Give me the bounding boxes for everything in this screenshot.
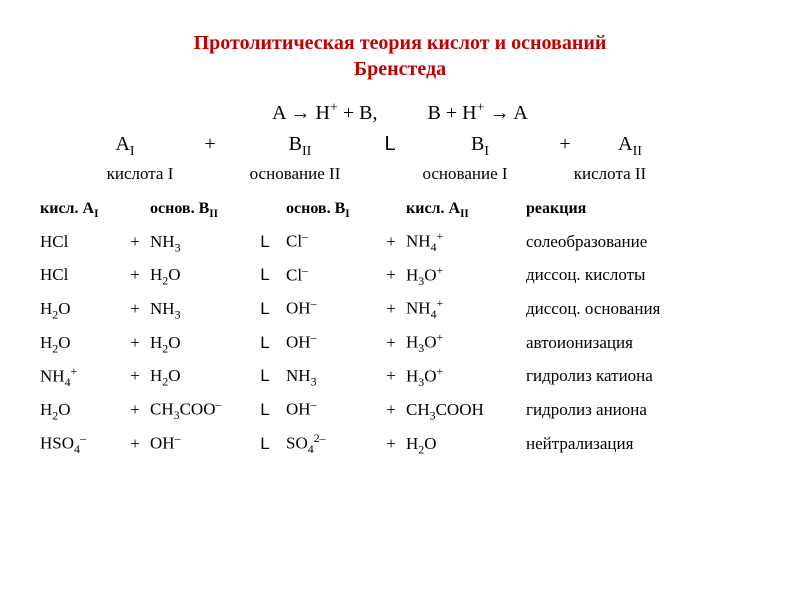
cell-plus: + [120,259,150,291]
eq-forward: A → H+ + B, [272,102,377,124]
cell-plus: + [376,327,406,359]
hdr-acid-AII: кисл. AII [406,194,516,225]
schema-AI: AI [70,133,180,160]
table-row: H2O + H2O L OH– + H3O+ автоионизация [40,326,760,360]
cell-base: H2O [150,259,250,292]
schema-BI: BI [420,133,540,160]
cell-plus: + [376,360,406,392]
cell-acid: HSO4– [40,427,120,461]
table-row: NH4+ + H2O L NH3 + H3O+ гидролиз катиона [40,360,760,394]
table-row: H2O + CH3COO– L OH– + CH3COOH гидролиз а… [40,393,760,427]
title-line-1: Протолитическая теория кислот и основани… [194,32,607,54]
cell-reaction: гидролиз аниона [516,394,760,426]
cell-conj-base: OH– [280,292,376,325]
conjugate-schema: AI + BII L BI + AII [70,133,730,160]
cell-base: H2O [150,360,250,393]
cell-conj-acid: H3O+ [406,259,516,293]
cell-conj-acid: NH4+ [406,292,516,326]
reactions-table: кисл. AI основ. BII основ. BI кисл. AII … [40,194,760,461]
schema-plus1: + [180,133,240,156]
cell-plus: + [376,394,406,426]
cell-plus: + [120,226,150,258]
cell-plus: + [376,226,406,258]
general-equations: A → H+ + B, B + H+ → A [40,100,760,125]
cell-plus: + [376,259,406,291]
label-acid1: кислота I [70,164,210,184]
cell-sep: L [250,428,280,460]
cell-sep: L [250,226,280,258]
cell-base: OH– [150,427,250,460]
hdr-acid-AI: кисл. AI [40,194,120,225]
cell-reaction: диссоц. основания [516,293,760,325]
table-row: HCl + NH3 L Cl– + NH4+ солеобразование [40,225,760,259]
cell-sep: L [250,360,280,392]
cell-sep: L [250,394,280,426]
cell-plus: + [120,394,150,426]
cell-reaction: нейтрализация [516,428,760,460]
title-line-2: Бренстеда [354,58,446,80]
cell-base: CH3COO– [150,393,250,427]
table-row: H2O + NH3 L OH– + NH4+ диссоц. основания [40,292,760,326]
cell-conj-acid: CH3COOH [406,394,516,427]
hdr-base-BI: основ. BI [280,194,376,225]
cell-acid: HCl [40,259,120,291]
cell-plus: + [376,428,406,460]
label-base2: основание II [210,164,380,184]
schema-AII: AII [590,133,670,160]
cell-sep: L [250,327,280,359]
schema-plus2: + [540,133,590,156]
cell-acid: H2O [40,293,120,326]
slide-title: Протолитическая теория кислот и основани… [40,30,760,82]
cell-plus: + [376,293,406,325]
cell-reaction: солеобразование [516,226,760,258]
cell-base: NH3 [150,293,250,326]
cell-acid: HCl [40,226,120,258]
cell-conj-acid: H3O+ [406,360,516,394]
table-header: кисл. AI основ. BII основ. BI кисл. AII … [40,194,760,225]
cell-reaction: гидролиз катиона [516,360,760,392]
cell-plus: + [120,360,150,392]
schema-sep: L [360,133,420,156]
table-row: HCl + H2O L Cl– + H3O+ диссоц. кислоты [40,259,760,293]
cell-plus: + [120,428,150,460]
label-base1: основание I [380,164,550,184]
cell-sep: L [250,259,280,291]
cell-base: NH3 [150,226,250,259]
cell-reaction: автоионизация [516,327,760,359]
cell-acid: NH4+ [40,360,120,394]
cell-conj-base: Cl– [280,225,376,258]
cell-acid: H2O [40,394,120,427]
cell-sep: L [250,293,280,325]
cell-acid: H2O [40,327,120,360]
schema-BII: BII [240,133,360,160]
hdr-base-BII: основ. BII [150,194,250,225]
cell-conj-base: OH– [280,393,376,426]
cell-conj-base: OH– [280,326,376,359]
cell-conj-acid: H2O [406,428,516,461]
cell-conj-base: Cl– [280,259,376,292]
cell-conj-base: SO42– [280,427,376,461]
cell-conj-acid: NH4+ [406,225,516,259]
cell-plus: + [120,293,150,325]
schema-labels: кислота I основание II основание I кисло… [70,164,730,184]
cell-base: H2O [150,327,250,360]
table-row: HSO4– + OH– L SO42– + H2O нейтрализация [40,427,760,461]
cell-plus: + [120,327,150,359]
hdr-reaction: реакция [516,194,760,225]
eq-reverse: B + H+ → A [428,102,528,124]
cell-conj-base: NH3 [280,360,376,393]
cell-reaction: диссоц. кислоты [516,259,760,291]
cell-conj-acid: H3O+ [406,326,516,360]
label-acid2: кислота II [550,164,670,184]
